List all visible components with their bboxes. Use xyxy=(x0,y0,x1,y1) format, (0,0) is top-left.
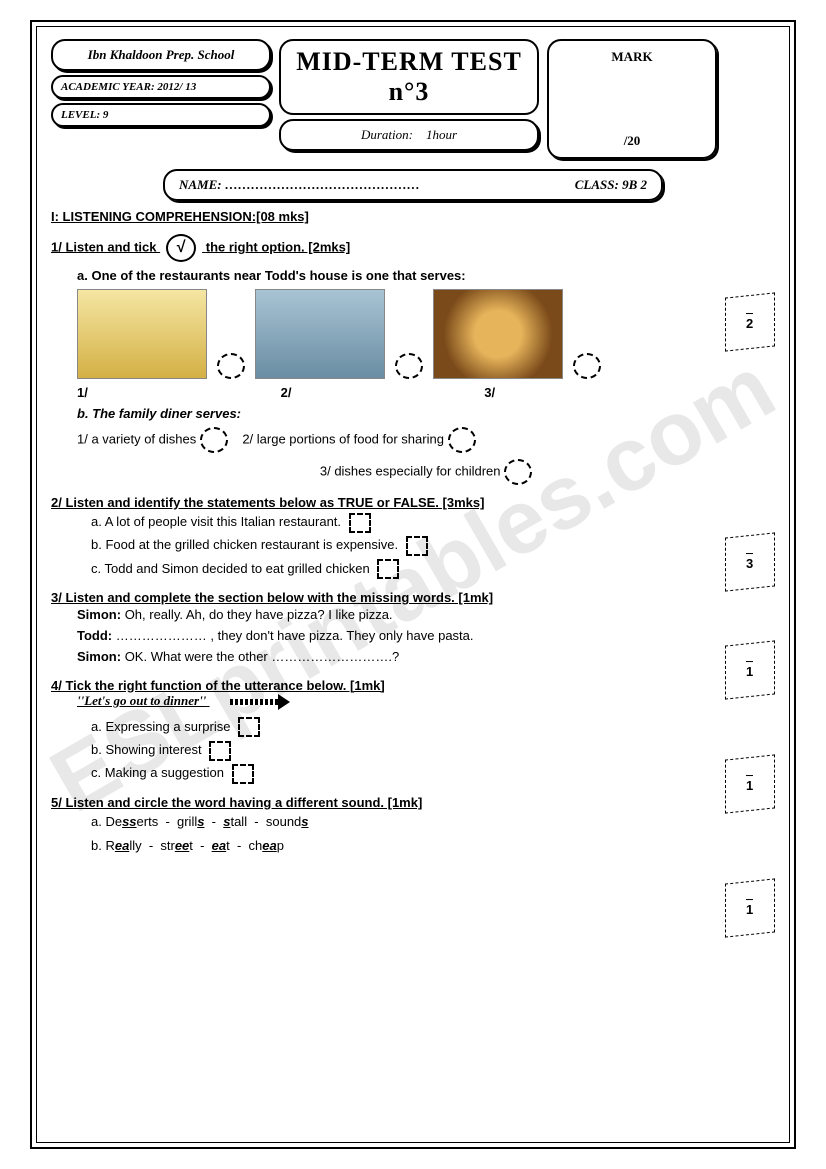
q1-check-1[interactable] xyxy=(217,353,245,379)
q1-img1-wrap xyxy=(77,289,207,379)
q2-box-c[interactable] xyxy=(377,559,399,579)
q1-opt3: 3/ xyxy=(484,385,495,400)
tick-icon: √ xyxy=(166,234,196,262)
q2-list: a. A lot of people visit this Italian re… xyxy=(91,510,775,580)
name-dots: ……………………………………… xyxy=(225,177,420,192)
year-value: 2012/ 13 xyxy=(157,81,196,93)
q1b-check-3[interactable] xyxy=(504,459,532,485)
q5-a: a. Desserts - grills - stall - sounds xyxy=(91,810,775,835)
q5-prompt: 5/ Listen and circle the word having a d… xyxy=(51,795,775,810)
arrow-icon xyxy=(230,697,290,707)
q4-utter-row: ''Let's go out to dinner'' xyxy=(77,693,775,709)
q1-b-opts: 1/ a variety of dishes 2/ large portions… xyxy=(77,427,775,453)
q2-a: a. A lot of people visit this Italian re… xyxy=(91,514,341,529)
q1-prompt-a: 1/ Listen and tick xyxy=(51,239,156,254)
mark-label: MARK xyxy=(611,49,652,65)
fries-image xyxy=(77,289,207,379)
year-box: ACADEMIC YEAR: 2012/ 13 xyxy=(51,75,271,99)
score-q5: 1 xyxy=(746,899,753,917)
score-q4: 1 xyxy=(746,775,753,793)
duration-box: Duration: 1hour xyxy=(279,119,539,151)
q4-list: a. Expressing a surprise b. Showing inte… xyxy=(91,715,775,785)
score-stub-q1: 2 xyxy=(725,292,775,351)
q2-prompt: 2/ Listen and identify the statements be… xyxy=(51,495,775,510)
q3-l3a: Simon: xyxy=(77,649,121,664)
q3-l1b: Oh, really. Ah, do they have pizza? I li… xyxy=(125,607,393,622)
q3-l3b: OK. What were the other ……………………….? xyxy=(125,649,400,664)
name-label: NAME: xyxy=(179,177,222,192)
q1-b1: 1/ a variety of dishes xyxy=(77,431,196,446)
page-frame: Ibn Khaldoon Prep. School ACADEMIC YEAR:… xyxy=(30,20,796,1149)
q2-box-a[interactable] xyxy=(349,513,371,533)
section1-title: I: LISTENING COMPREHENSION:[08 mks] xyxy=(51,209,775,224)
q1-opt2: 2/ xyxy=(281,385,481,400)
q4-prompt: 4/ Tick the right function of the uttera… xyxy=(51,678,775,693)
q1-img3-wrap xyxy=(433,289,563,379)
school-box: Ibn Khaldoon Prep. School xyxy=(51,39,271,71)
q3-prompt: 3/ Listen and complete the section below… xyxy=(51,590,775,605)
burger-image xyxy=(433,289,563,379)
q2-b: b. Food at the grilled chicken restauran… xyxy=(91,537,398,552)
q1-check-2[interactable] xyxy=(395,353,423,379)
q4-b: b. Showing interest xyxy=(91,742,202,757)
q3-l2b: ………………… , they don't have pizza. They on… xyxy=(116,628,474,643)
fish-image xyxy=(255,289,385,379)
q3-l1a: Simon: xyxy=(77,607,121,622)
duration-value: 1hour xyxy=(426,127,457,142)
q1-check-3[interactable] xyxy=(573,353,601,379)
score-stub-q5: 1 xyxy=(725,878,775,937)
q1-prompt: 1/ Listen and tick √ the right option. [… xyxy=(51,234,775,262)
score-q2: 3 xyxy=(746,553,753,571)
q4-a: a. Expressing a surprise xyxy=(91,719,230,734)
score-stub-q4: 1 xyxy=(725,754,775,813)
header: Ibn Khaldoon Prep. School ACADEMIC YEAR:… xyxy=(51,39,775,159)
level-value: 9 xyxy=(103,109,109,121)
q4-utter: ''Let's go out to dinner'' xyxy=(77,693,206,708)
q2-box-b[interactable] xyxy=(406,536,428,556)
level-box: LEVEL: 9 xyxy=(51,103,271,127)
mark-box: MARK /20 xyxy=(547,39,717,159)
q1b-check-2[interactable] xyxy=(448,427,476,453)
q3-dialog: Simon: Oh, really. Ah, do they have pizz… xyxy=(77,605,775,667)
q1-b2: 2/ large portions of food for sharing xyxy=(242,431,444,446)
q1-b3-row: 3/ dishes especially for children xyxy=(77,459,775,485)
level-label: LEVEL: xyxy=(61,109,100,121)
year-label: ACADEMIC YEAR: xyxy=(61,81,155,93)
q1-a: a. One of the restaurants near Todd's ho… xyxy=(77,268,775,283)
q1-b: b. The family diner serves: xyxy=(77,406,775,421)
q2-c: c. Todd and Simon decided to eat grilled… xyxy=(91,561,370,576)
header-center: MID-TERM TEST n°3 Duration: 1hour xyxy=(279,39,539,151)
q1-prompt-b: the right option. [2mks] xyxy=(206,239,350,254)
q1-opt1: 1/ xyxy=(77,385,277,400)
score-q3: 1 xyxy=(746,661,753,679)
duration-label: Duration: xyxy=(361,127,413,142)
q3-l2a: Todd: xyxy=(77,628,112,643)
q4-box-a[interactable] xyxy=(238,717,260,737)
header-left: Ibn Khaldoon Prep. School ACADEMIC YEAR:… xyxy=(51,39,271,127)
class-label: CLASS: xyxy=(575,177,619,192)
page-inner: Ibn Khaldoon Prep. School ACADEMIC YEAR:… xyxy=(36,26,790,1143)
q1-b3: 3/ dishes especially for children xyxy=(320,463,501,478)
name-row: NAME: ……………………………………… CLASS: 9B 2 xyxy=(163,169,663,201)
q4-box-b[interactable] xyxy=(209,741,231,761)
title-box: MID-TERM TEST n°3 xyxy=(279,39,539,115)
score-stub-q3: 1 xyxy=(725,640,775,699)
q1-img2-wrap xyxy=(255,289,385,379)
class-value: 9B 2 xyxy=(622,177,647,192)
content: I: LISTENING COMPREHENSION:[08 mks] 1/ L… xyxy=(51,209,775,859)
score-q1: 2 xyxy=(746,313,753,331)
q5-b: b. Really - street - eat - cheap xyxy=(91,834,775,859)
score-stub-q2: 3 xyxy=(725,532,775,591)
q4-box-c[interactable] xyxy=(232,764,254,784)
header-right: MARK /20 xyxy=(547,39,717,159)
mark-total: /20 xyxy=(624,133,641,149)
q4-c: c. Making a suggestion xyxy=(91,765,224,780)
q1-images xyxy=(77,289,775,379)
q1b-check-1[interactable] xyxy=(200,427,228,453)
q1-img-labels: 1/ 2/ 3/ xyxy=(77,385,775,400)
